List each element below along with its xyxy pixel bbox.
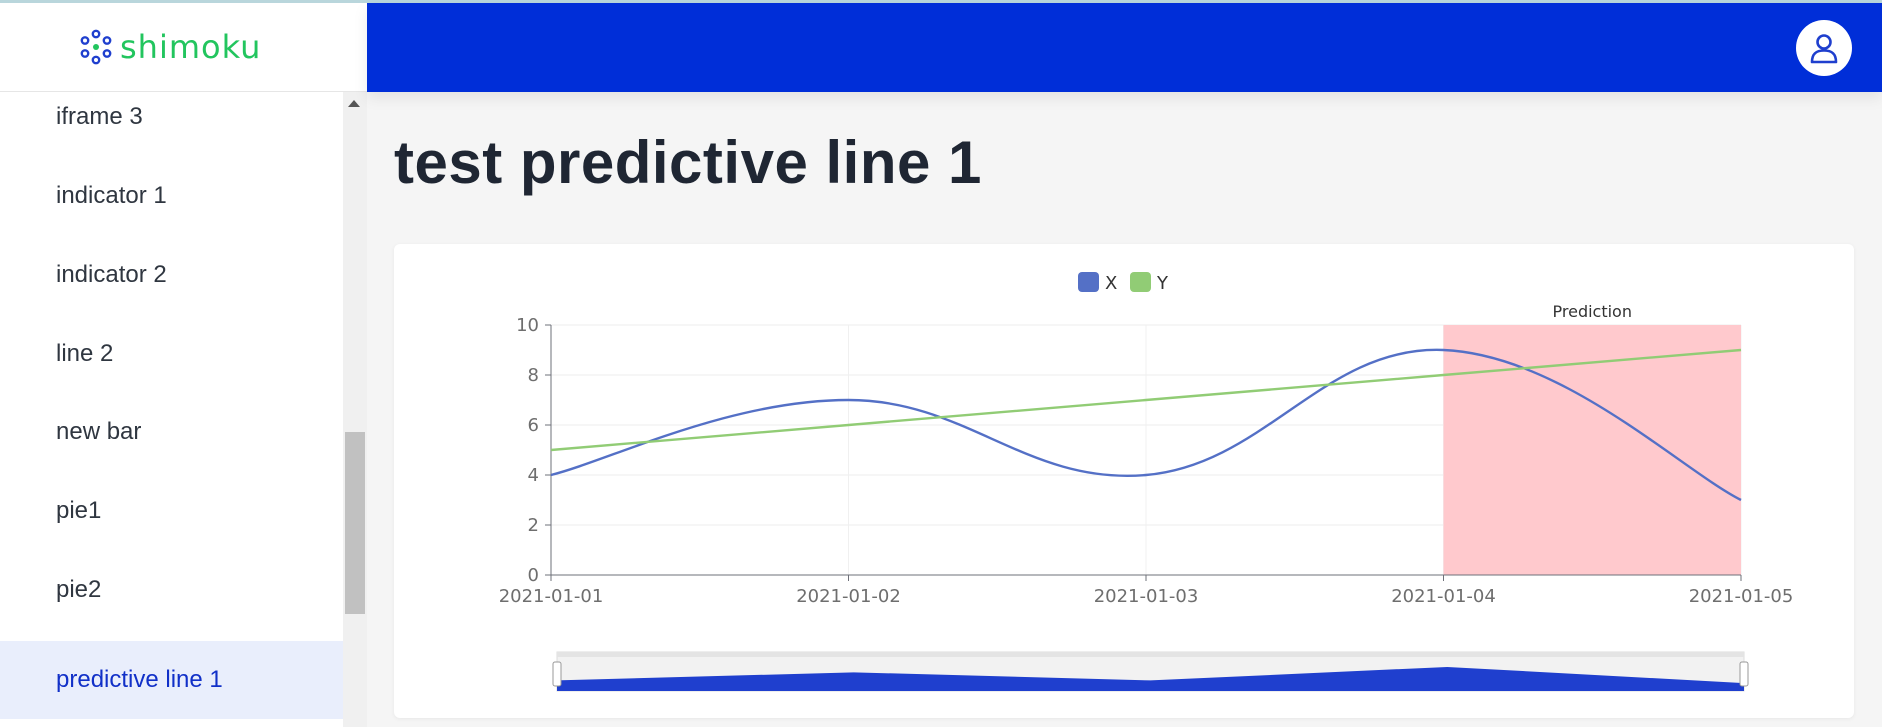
chart-axes: 0 2 4 6 8 10 2021-01-01 2021-01-02 2021-01-03 202… [499, 315, 1794, 607]
series-line-x [550, 348, 1742, 502]
sidebar-item-line-2[interactable]: line 2 [56, 340, 114, 367]
data-zoom-left-handle [552, 661, 562, 687]
x-tick-label-4: 2021-01-05 [1689, 586, 1794, 607]
sidebar-nav: iframe 3 indicator 1 indicator 2 line 2 … [0, 92, 343, 727]
x-tick-label-1: 2021-01-02 [796, 586, 901, 607]
data-zoom-right-handle [1739, 661, 1749, 687]
sidebar-item-pie1[interactable]: pie1 [56, 497, 102, 524]
scrollbar-thumb[interactable] [345, 432, 365, 614]
y-tick-label-8: 8 [528, 365, 539, 386]
shimoku-logo-icon [80, 29, 112, 65]
user-icon [1810, 34, 1838, 64]
sidebar-item-indicator-1[interactable]: indicator 1 [56, 182, 167, 209]
x-tick-label-2: 2021-01-03 [1094, 586, 1199, 607]
prediction-area-band [1443, 325, 1741, 575]
scroll-up-arrow-icon[interactable] [348, 100, 360, 107]
data-zoom-slider[interactable] [552, 651, 1749, 692]
y-tick-label-10: 10 [516, 315, 539, 336]
brand-name: shimoku [120, 28, 262, 66]
data-zoom-preview-area [557, 666, 1744, 691]
chart-series [550, 348, 1742, 502]
sidebar-item-pie2[interactable]: pie2 [56, 576, 102, 603]
sidebar-item-indicator-2[interactable]: indicator 2 [56, 261, 167, 288]
brand-logo[interactable]: shimoku [78, 28, 261, 66]
data-zoom-top-bar [557, 652, 1744, 657]
legend-label-y: Y [1156, 273, 1169, 294]
y-tick-label-6: 6 [528, 415, 539, 436]
sidebar: shimoku iframe 3 indicator 1 indicator 2… [0, 3, 367, 727]
user-avatar-button[interactable] [1796, 20, 1852, 76]
top-header [367, 3, 1882, 92]
prediction-area-label: Prediction [1553, 302, 1632, 321]
window-top-border [0, 0, 1882, 3]
sidebar-item-predictive-line-1[interactable]: predictive line 1 [0, 641, 343, 719]
y-tick-label-4: 4 [528, 465, 539, 486]
x-tick-label-0: 2021-01-01 [499, 586, 604, 607]
y-tick-label-0: 0 [528, 565, 539, 586]
legend-label-x: X [1105, 273, 1117, 294]
legend-swatch-x [1078, 272, 1099, 292]
sidebar-item-iframe-3[interactable]: iframe 3 [56, 103, 143, 130]
prediction-mark-area: Prediction [1443, 302, 1741, 575]
sidebar-scrollbar[interactable] [343, 92, 367, 727]
sidebar-item-new-bar[interactable]: new bar [56, 418, 142, 445]
series-line-y [550, 348, 1742, 452]
y-tick-label-2: 2 [528, 515, 539, 536]
logo-area: shimoku [0, 3, 367, 92]
legend-swatch-y [1130, 272, 1151, 292]
page-title: test predictive line 1 [394, 129, 982, 196]
x-tick-label-3: 2021-01-04 [1391, 586, 1496, 607]
